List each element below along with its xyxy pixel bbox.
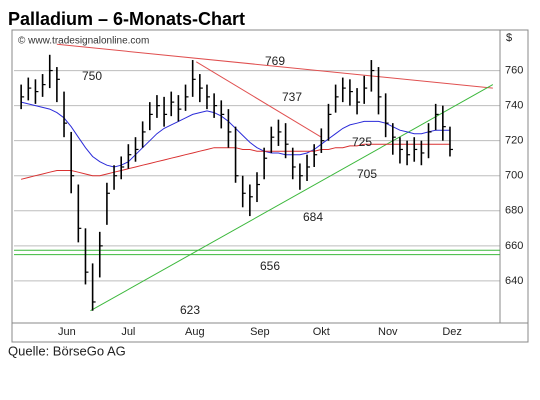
- x-tick-label: Sep: [250, 326, 270, 338]
- trend-line: [90, 84, 494, 312]
- annotation: 656: [260, 259, 280, 273]
- y-tick-label: 660: [505, 240, 523, 252]
- x-tick-label: Jun: [58, 326, 76, 338]
- source: Quelle: BörseGo AG: [8, 343, 126, 358]
- annotation: 737: [282, 90, 302, 104]
- x-tick-label: Okt: [313, 326, 330, 338]
- y-tick-label: 760: [505, 64, 523, 76]
- x-tick-label: Jul: [121, 326, 135, 338]
- annotation: 769: [265, 54, 285, 68]
- y-tick-label: 720: [505, 135, 523, 147]
- annotation: 705: [357, 167, 377, 181]
- y-tick-label: 680: [505, 205, 523, 217]
- annotation: 684: [303, 210, 323, 224]
- chart-title: Palladium – 6-Monats-Chart: [8, 9, 245, 29]
- annotation: 725: [352, 135, 372, 149]
- watermark: © www.tradesignalonline.com: [18, 36, 149, 47]
- trend-line: [195, 61, 322, 138]
- x-tick-label: Dez: [442, 326, 462, 338]
- y-tick-label: 740: [505, 100, 523, 112]
- x-tick-label: Aug: [185, 326, 205, 338]
- annotation: 750: [82, 69, 102, 83]
- frame: [11, 29, 529, 343]
- x-tick-label: Nov: [378, 326, 398, 338]
- annotation: 623: [180, 303, 200, 317]
- y-tick-label: 640: [505, 275, 523, 287]
- y-tick-label: 700: [505, 170, 523, 182]
- y-axis-label: $: [506, 32, 512, 44]
- trend-line: [56, 43, 493, 89]
